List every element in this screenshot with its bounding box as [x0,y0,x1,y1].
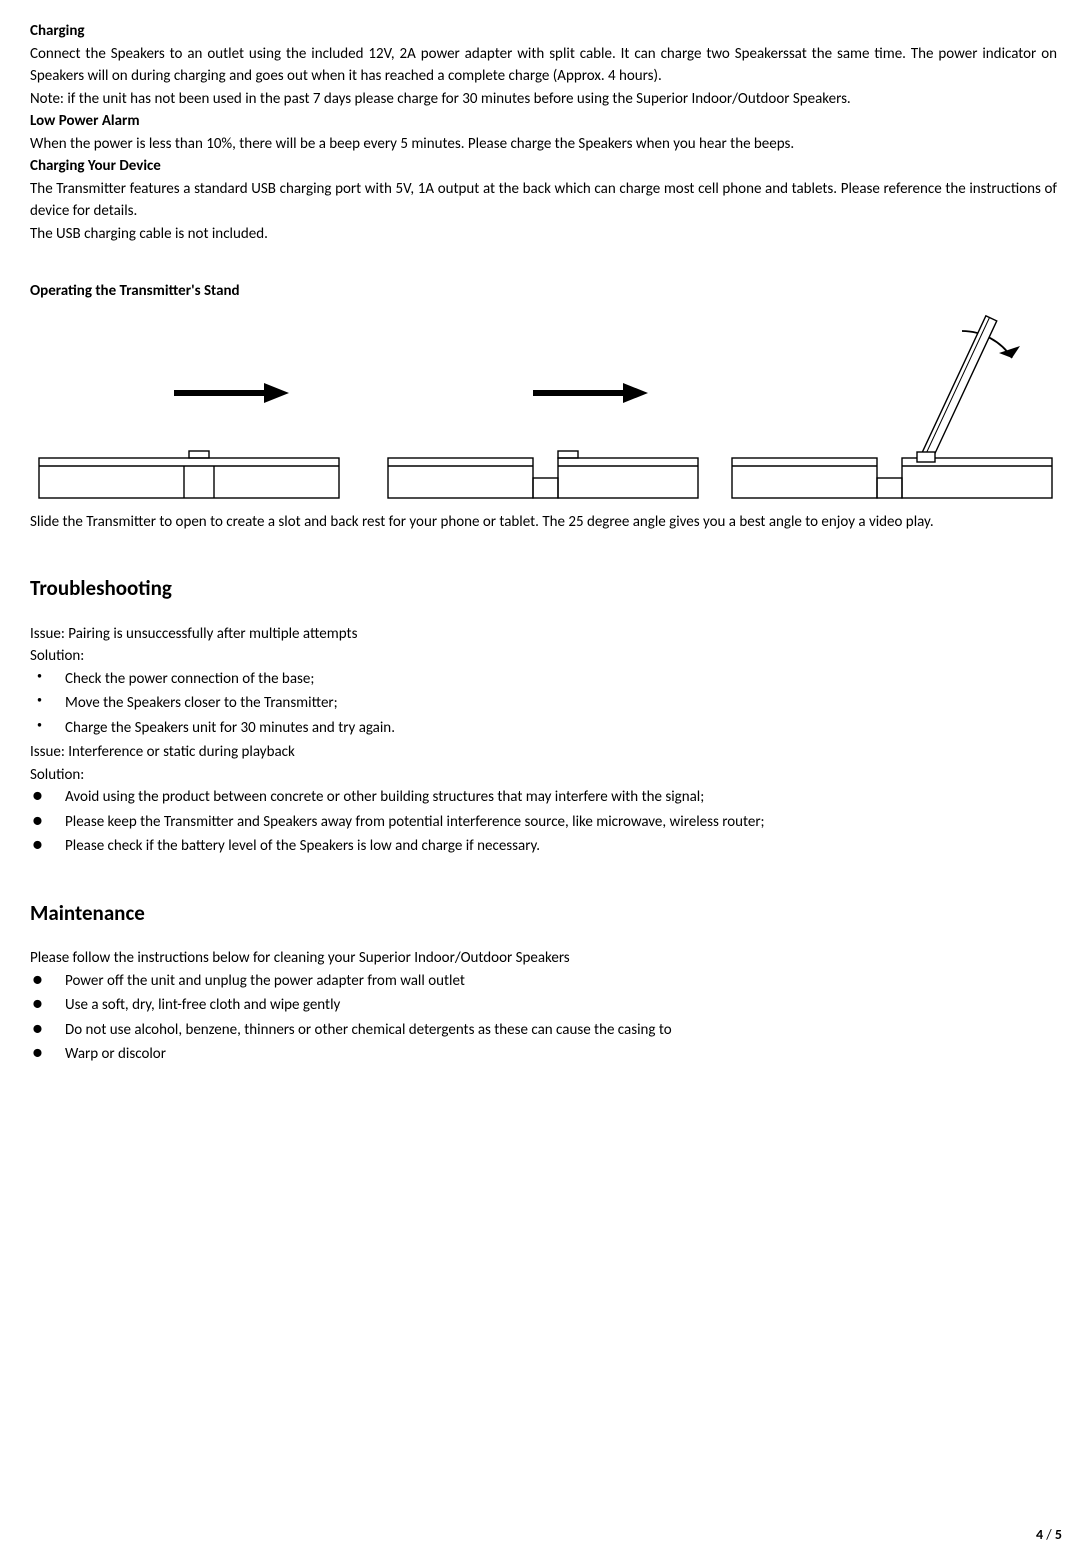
list-item: Please check if the battery level of the… [30,835,1057,858]
page-total: 5 [1055,1526,1062,1543]
list-item: Power off the unit and unplug the power … [30,970,1057,993]
heading-maintenance: Maintenance [30,898,1057,930]
stand-diagram-row [30,313,1057,503]
heading-charging: Charging [30,20,1057,43]
text-charging-device-p2: The USB charging cable is not included. [30,223,1057,246]
list-maintenance: Power off the unit and unplug the power … [30,970,1057,1066]
stand-diagram-1 [30,313,359,503]
list-tb-sol1: Check the power connection of the base; … [30,668,1057,740]
list-item: Check the power connection of the base; [30,668,1057,691]
text-tb-sol1-label: Solution: [30,645,1057,668]
list-item: Avoid using the product between concrete… [30,786,1057,809]
heading-charging-device: Charging Your Device [30,155,1057,178]
text-maint-intro: Please follow the instructions below for… [30,947,1057,970]
heading-low-power: Low Power Alarm [30,110,1057,133]
text-stand-p1: Slide the Transmitter to open to create … [30,511,1057,534]
stand-diagram-2 [379,313,708,503]
list-tb-sol2: Avoid using the product between concrete… [30,786,1057,858]
list-item: Use a soft, dry, lint-free cloth and wip… [30,994,1057,1017]
list-item: Move the Speakers closer to the Transmit… [30,692,1057,715]
list-item: Warp or discolor [30,1043,1057,1066]
list-item: Do not use alcohol, benzene, thinners or… [30,1019,1057,1042]
text-charging-p2: Note: if the unit has not been used in t… [30,88,1057,111]
heading-stand: Operating the Transmitter's Stand [30,280,1057,303]
stand-diagram-3 [727,313,1057,503]
text-tb-sol2-label: Solution: [30,764,1057,787]
text-low-power-p1: When the power is less than 10%, there w… [30,133,1057,156]
list-item: Please keep the Transmitter and Speakers… [30,811,1057,834]
list-item: Charge the Speakers unit for 30 minutes … [30,717,1057,740]
text-tb-issue2: Issue: Interference or static during pla… [30,741,1057,764]
heading-troubleshooting: Troubleshooting [30,573,1057,605]
text-charging-device-p1: The Transmitter features a standard USB … [30,178,1057,223]
text-tb-issue1: Issue: Pairing is unsuccessfully after m… [30,623,1057,646]
text-charging-p1: Connect the Speakers to an outlet using … [30,43,1057,88]
page-sep: / [1043,1526,1055,1543]
page-footer: 4 / 5 [1036,1524,1062,1545]
